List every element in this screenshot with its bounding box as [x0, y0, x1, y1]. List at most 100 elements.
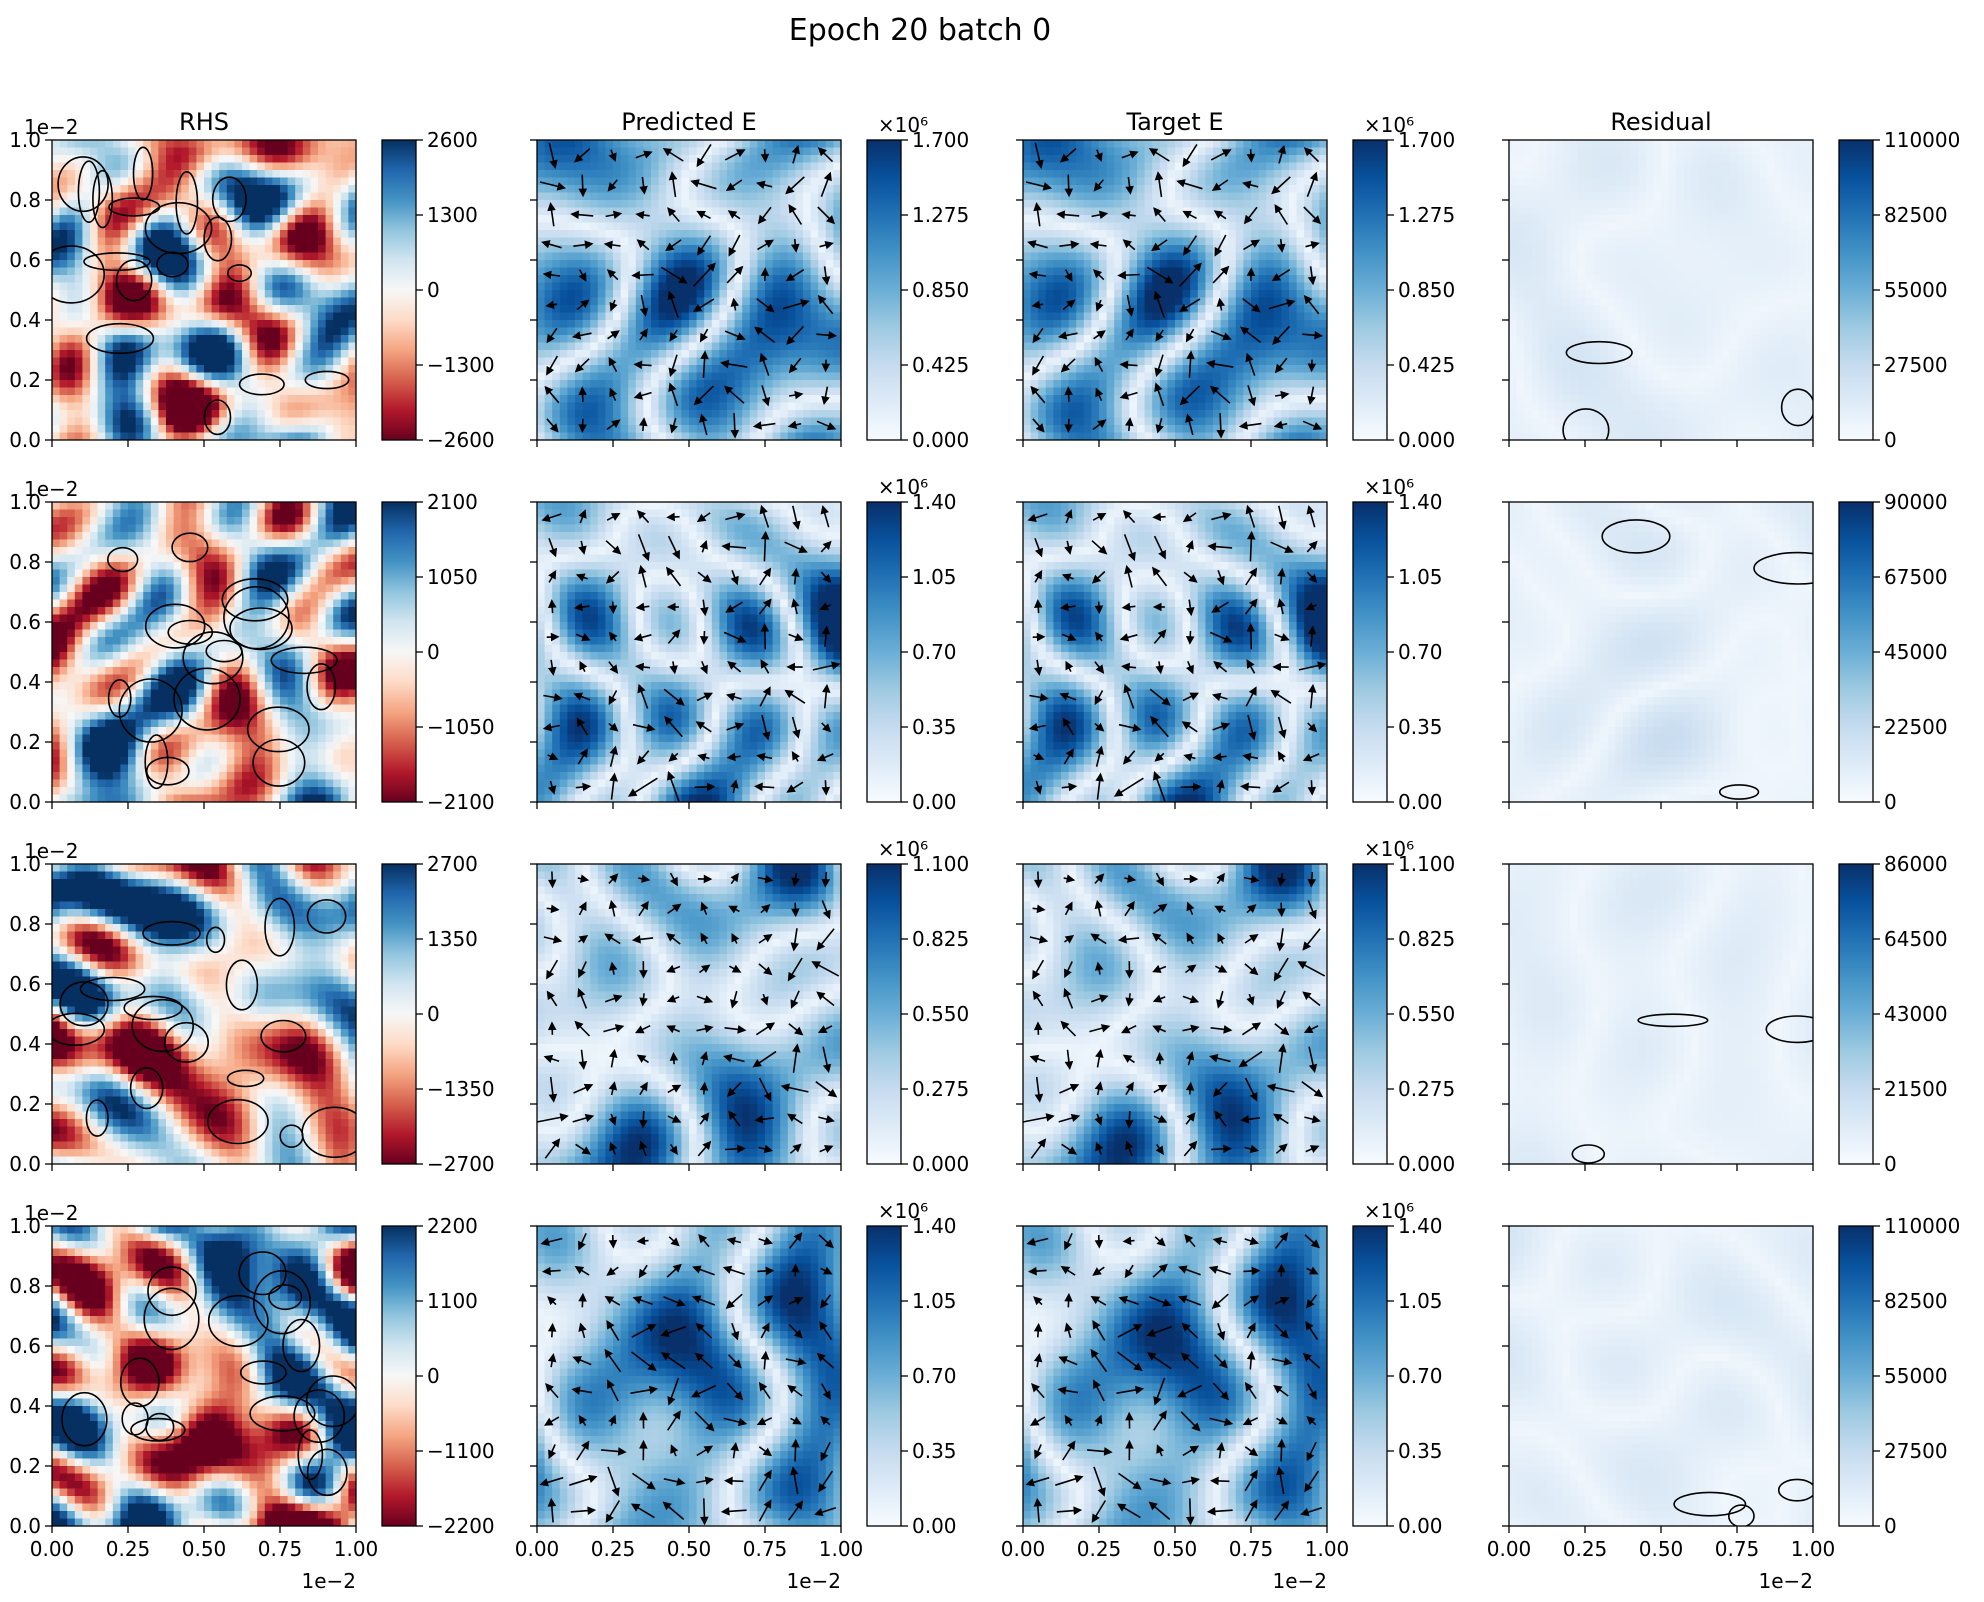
colorbar-tick-label: 1.05	[1398, 1289, 1443, 1313]
heatmap-image	[537, 140, 841, 440]
quiver-arrows	[539, 1232, 837, 1526]
colorbar-scale-label: ×10⁶	[1364, 475, 1414, 499]
x-tick-label: 0.50	[1153, 1537, 1198, 1561]
y-tick-label: 0.8	[9, 1274, 41, 1298]
colorbar-tick-label: 67500	[1884, 565, 1948, 589]
panel-r0-e: Target E 0.000 0.425 0.850 1.275 1.700×10⁶	[1016, 108, 1455, 452]
colorbar-tick-label: 110000	[1884, 128, 1960, 152]
x-offset-label: 1e−2	[786, 1569, 841, 1593]
y-tick-label: 0.0	[9, 1152, 41, 1176]
panel-r3-e: 0.00 0.25 0.50 0.75 1.00 1e−2 0.00 0.35 0.70 1.05…	[515, 1199, 957, 1593]
y-tick-label: 0.2	[9, 1454, 41, 1478]
colorbar-tick-label: 0.35	[1398, 1439, 1443, 1463]
x-tick-label: 0.75	[258, 1537, 303, 1561]
x-tick-label: 0.75	[743, 1537, 788, 1561]
colorbar-tick-label: −1300	[427, 353, 495, 377]
heatmap-image	[52, 140, 356, 440]
colorbar-tick-label: 2700	[427, 852, 478, 876]
colorbar-scale-label: ×10⁶	[1364, 1199, 1414, 1223]
contour-lines	[61, 1251, 356, 1497]
panel-r1-e: 0.00 0.35 0.70 1.05 1.40×10⁶	[1016, 475, 1443, 814]
colorbar	[1352, 139, 1388, 441]
heatmap-image	[52, 864, 356, 1164]
colorbar-tick-label: 0	[1884, 1152, 1897, 1176]
colorbar-tick-label: 1.700	[912, 128, 969, 152]
colorbar-tick-label: 27500	[1884, 353, 1948, 377]
column-title: Residual	[1610, 108, 1711, 136]
colorbar	[1352, 1225, 1388, 1527]
colorbar	[381, 1225, 417, 1527]
y-tick-label: 0.8	[9, 912, 41, 936]
colorbar-tick-label: 0	[427, 640, 440, 664]
colorbar-tick-label: 0.000	[912, 1152, 969, 1176]
x-tick-label: 1.00	[1305, 1537, 1350, 1561]
colorbar-tick-label: 0.425	[1398, 353, 1455, 377]
y-tick-label: 0.0	[9, 1514, 41, 1538]
colorbar-tick-label: 0.550	[912, 1002, 969, 1026]
contour-lines	[1562, 340, 1813, 440]
colorbar	[866, 863, 902, 1165]
colorbar-tick-label: −2200	[427, 1514, 495, 1538]
heatmap-image	[1023, 140, 1327, 440]
y-tick-label: 0.0	[9, 790, 41, 814]
x-tick-label: 1.00	[1791, 1537, 1836, 1561]
colorbar-tick-label: 1.100	[1398, 852, 1455, 876]
colorbar-tick-label: 0.825	[912, 927, 969, 951]
colorbar-tick-label: 0.00	[912, 1514, 957, 1538]
heatmap-image	[537, 1226, 841, 1526]
colorbar-tick-label: 0	[427, 278, 440, 302]
colorbar-tick-label: 27500	[1884, 1439, 1948, 1463]
y-tick-label: 0.6	[9, 248, 41, 272]
heatmap-image	[1509, 1226, 1813, 1526]
colorbar-tick-label: 0.850	[912, 278, 969, 302]
panel-r0-rhs: 0.0 0.2 0.4 0.6 0.8 1.01e−2 RHS −2600 −1300 0 1300…	[9, 108, 494, 452]
heatmap-image	[537, 864, 841, 1164]
quiver-arrows	[537, 871, 840, 1159]
colorbar-tick-label: 64500	[1884, 927, 1948, 951]
colorbar	[866, 501, 902, 803]
y-tick-label: 1.0	[9, 490, 41, 514]
colorbar-tick-label: 45000	[1884, 640, 1948, 664]
heatmap-image	[537, 502, 841, 802]
colorbar-tick-label: 0.70	[1398, 640, 1443, 664]
colorbar	[1838, 1225, 1874, 1527]
y-tick-label: 1.0	[9, 1214, 41, 1238]
colorbar-tick-label: 0.70	[912, 1364, 957, 1388]
colorbar-tick-label: 1.05	[912, 1289, 957, 1313]
panel-r3-rhs: 0.0 0.2 0.4 0.6 0.8 1.0 0.00 0.25 0.50 0.75 1.00 1e…	[9, 1201, 494, 1593]
contour-lines	[1571, 1013, 1813, 1164]
heatmap-image	[52, 502, 356, 802]
colorbar-scale-label: ×10⁶	[878, 1199, 928, 1223]
colorbar-tick-label: 1.40	[1398, 1214, 1443, 1238]
colorbar-tick-label: 82500	[1884, 1289, 1948, 1313]
colorbar-tick-label: 110000	[1884, 1214, 1960, 1238]
quiver-arrows	[539, 142, 838, 439]
x-offset-label: 1e−2	[1758, 1569, 1813, 1593]
y-tick-label: 0.2	[9, 730, 41, 754]
panel-r1-rhs: 0.0 0.2 0.4 0.6 0.8 1.01e−2 −2100 −1050 0 1050 210…	[9, 477, 494, 814]
x-offset-label: 1e−2	[301, 1569, 356, 1593]
x-tick-label: 0.50	[667, 1537, 712, 1561]
colorbar-tick-label: 0.275	[1398, 1077, 1455, 1101]
colorbar-tick-label: 0.35	[912, 1439, 957, 1463]
colorbar-scale-label: ×10⁶	[1364, 837, 1414, 861]
colorbar-tick-label: 1.100	[912, 852, 969, 876]
x-offset-label: 1e−2	[1272, 1569, 1327, 1593]
panel-r1-res: 0 22500 45000 67500 90000	[1502, 490, 1948, 814]
panel-r0-e: Predicted E 0.000 0.425 0.850 1.275 1.700×10⁶	[530, 108, 969, 452]
y-tick-label: 1.0	[9, 852, 41, 876]
column-title: Predicted E	[621, 108, 756, 136]
y-tick-label: 0.4	[9, 1032, 41, 1056]
colorbar-tick-label: 1300	[427, 203, 478, 227]
x-tick-label: 0.25	[591, 1537, 636, 1561]
x-tick-label: 0.00	[1487, 1537, 1532, 1561]
colorbar	[1352, 863, 1388, 1165]
contour-lines	[52, 897, 356, 1159]
y-tick-label: 0.4	[9, 1394, 41, 1418]
colorbar	[381, 139, 417, 441]
x-tick-label: 0.00	[1001, 1537, 1046, 1561]
colorbar-scale-label: ×10⁶	[878, 837, 928, 861]
y-tick-label: 0.4	[9, 670, 41, 694]
colorbar-tick-label: 0.70	[1398, 1364, 1443, 1388]
contour-lines	[1673, 1478, 1813, 1526]
